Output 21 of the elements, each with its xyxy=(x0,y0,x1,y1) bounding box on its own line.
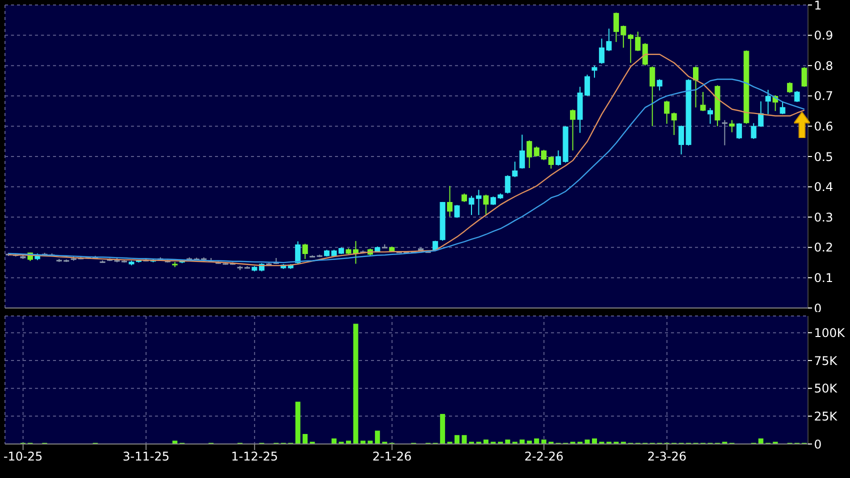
y-tick-label: 75K xyxy=(814,354,838,368)
x-tick-label: 3-11-25 xyxy=(122,450,170,464)
y-tick-label: 50K xyxy=(814,382,838,396)
x-tick-label: 2-3-26 xyxy=(647,450,687,464)
y-tick-label: 0.3 xyxy=(814,210,834,224)
x-tick-label: 2-1-26 xyxy=(372,450,412,464)
y-tick-label: 0.1 xyxy=(814,270,834,285)
y-tick-label: 0.8 xyxy=(814,58,834,73)
y-tick-label: 0.9 xyxy=(814,28,834,43)
x-tick-label: 1-12-25 xyxy=(231,450,278,464)
y-tick-label: 0.2 xyxy=(814,240,834,255)
y-tick-label: 0 xyxy=(814,437,822,452)
y-tick-label: 1 xyxy=(814,0,822,12)
y-tick-label: 25K xyxy=(814,409,838,424)
y-tick-label: 0.4 xyxy=(814,180,834,194)
x-tick-label: 2-2-26 xyxy=(524,450,564,464)
y-tick-label: 100K xyxy=(814,326,846,340)
y-tick-label: 0.7 xyxy=(814,89,834,104)
y-tick-label: 0.5 xyxy=(814,150,834,164)
y-tick-label: 0.6 xyxy=(814,119,834,134)
x-tick-label: -10-25 xyxy=(3,450,43,464)
